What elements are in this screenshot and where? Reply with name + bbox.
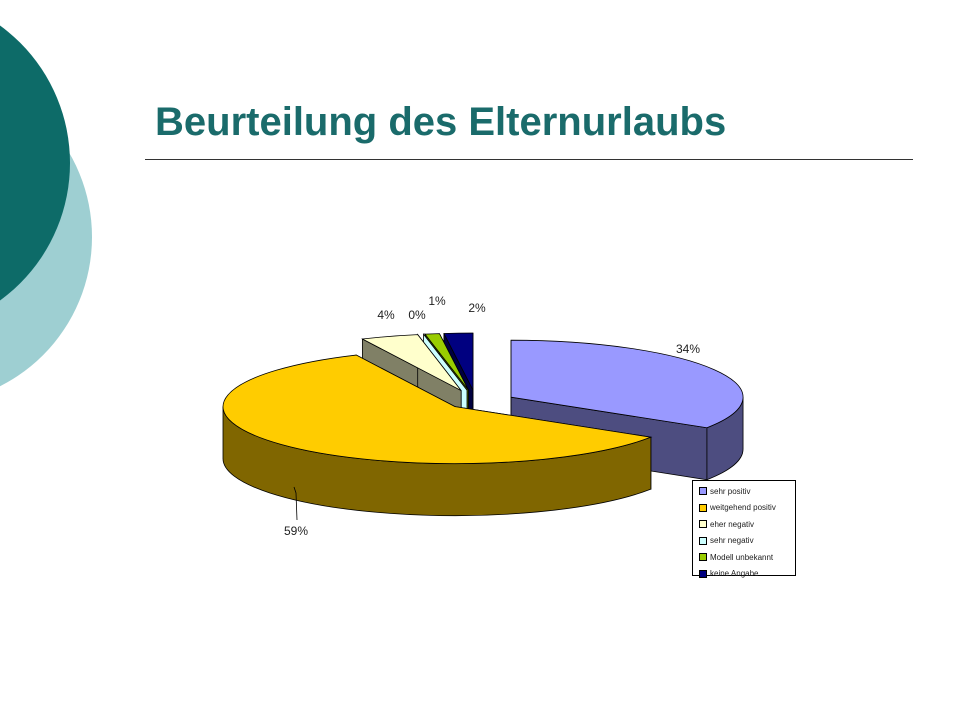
legend-item: keine Angabe: [699, 566, 795, 583]
data-label-1: 34%: [676, 342, 700, 356]
data-label-5: 1%: [428, 294, 446, 308]
pie-slices: [222, 332, 744, 517]
legend-label: weitgehend positiv: [710, 503, 776, 513]
legend-item: sehr positiv: [699, 483, 795, 500]
legend-item: Modell unbekannt: [699, 549, 795, 566]
data-label-2: 59%: [284, 524, 308, 538]
dark-teal-circle: [0, 25, 70, 301]
data-label-3: 4%: [377, 308, 395, 322]
legend-swatch: [699, 487, 707, 496]
chart-legend: sehr positiv weitgehend positiv eher negat…: [692, 480, 796, 578]
legend-label: keine Angabe: [710, 569, 759, 579]
title-divider: [145, 159, 913, 160]
legend-swatch: [699, 553, 707, 562]
legend-swatch: [699, 569, 707, 578]
legend-swatch: [699, 536, 707, 545]
legend-label: sehr positiv: [710, 486, 751, 496]
legend-swatch: [699, 503, 707, 512]
slide-title: Beurteilung des Elternurlaubs: [155, 100, 727, 144]
data-label-4: 0%: [408, 308, 426, 322]
legend-item: sehr negativ: [699, 533, 795, 550]
data-labels: 34% 59% 4% 0%1% 2%: [284, 294, 700, 538]
legend-label: Modell unbekannt: [710, 552, 774, 562]
leader-line: [293, 486, 298, 521]
legend-item: weitgehend positiv: [699, 500, 795, 517]
legend-item: eher negativ: [699, 516, 795, 533]
legend-label: sehr negativ: [710, 536, 754, 546]
pie-slice-weitgehend-positiv: [222, 354, 653, 517]
data-label-6: 2%: [468, 301, 486, 315]
legend-swatch: [699, 520, 707, 529]
legend-label: eher negativ: [710, 519, 755, 529]
